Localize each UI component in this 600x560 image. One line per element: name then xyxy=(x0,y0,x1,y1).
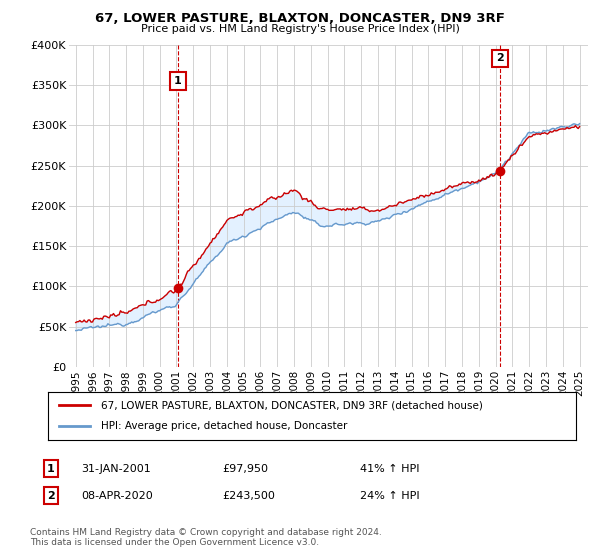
Text: Contains HM Land Registry data © Crown copyright and database right 2024.
This d: Contains HM Land Registry data © Crown c… xyxy=(30,528,382,547)
Text: 2: 2 xyxy=(47,491,55,501)
Text: 1: 1 xyxy=(174,76,182,86)
Text: Price paid vs. HM Land Registry's House Price Index (HPI): Price paid vs. HM Land Registry's House … xyxy=(140,24,460,34)
Text: £97,950: £97,950 xyxy=(222,464,268,474)
Text: 67, LOWER PASTURE, BLAXTON, DONCASTER, DN9 3RF (detached house): 67, LOWER PASTURE, BLAXTON, DONCASTER, D… xyxy=(101,400,482,410)
Text: HPI: Average price, detached house, Doncaster: HPI: Average price, detached house, Donc… xyxy=(101,421,347,431)
Text: 31-JAN-2001: 31-JAN-2001 xyxy=(81,464,151,474)
Text: 08-APR-2020: 08-APR-2020 xyxy=(81,491,153,501)
Text: £243,500: £243,500 xyxy=(222,491,275,501)
Text: 41% ↑ HPI: 41% ↑ HPI xyxy=(360,464,419,474)
Text: 1: 1 xyxy=(47,464,55,474)
Text: 67, LOWER PASTURE, BLAXTON, DONCASTER, DN9 3RF: 67, LOWER PASTURE, BLAXTON, DONCASTER, D… xyxy=(95,12,505,25)
Text: 2: 2 xyxy=(496,54,503,63)
Text: 24% ↑ HPI: 24% ↑ HPI xyxy=(360,491,419,501)
